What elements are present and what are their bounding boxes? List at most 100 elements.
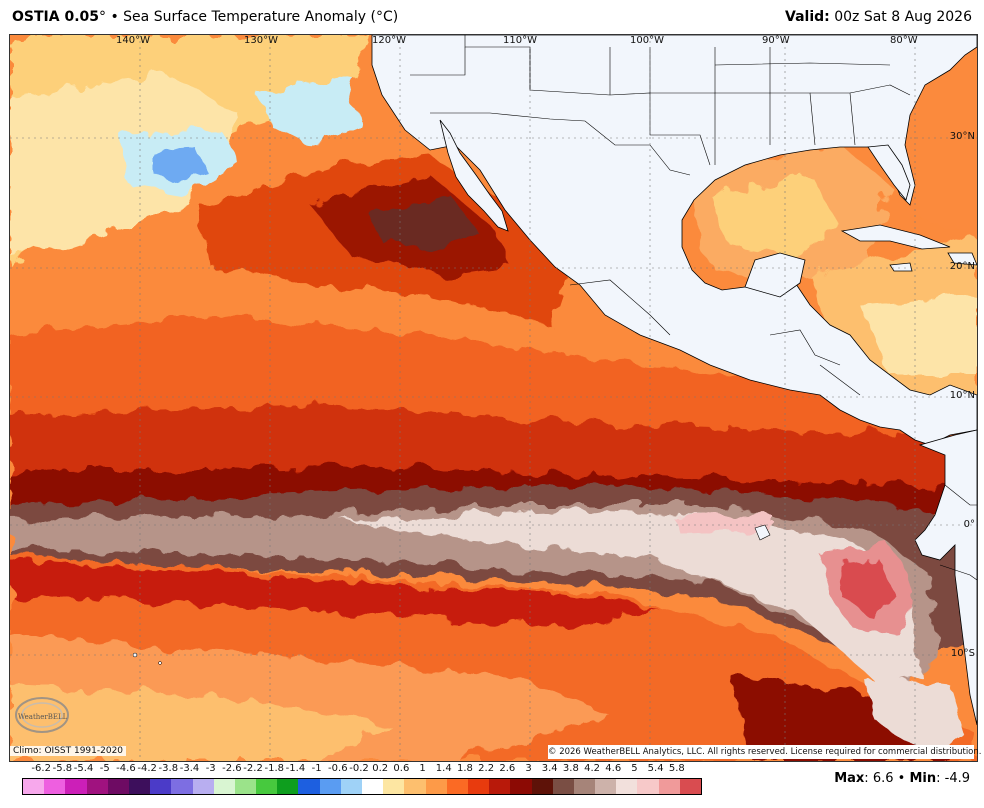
colorbar-tick-label: -2.6 [222, 763, 242, 774]
colorbar-tick-label: -4.2 [137, 763, 157, 774]
border-mex-inner [569, 279, 671, 336]
tongue-peak-west [670, 513, 770, 533]
caribbean-weak [860, 295, 977, 375]
colorbar-swatch [234, 779, 257, 794]
colorbar-tick-label: -1.4 [285, 763, 306, 774]
equatorial-tongue-core [340, 510, 920, 685]
border-ecuador-peru [939, 564, 977, 581]
colorbar-tick-label: -5 [99, 763, 110, 774]
colorbar-tick-label: -5.8 [52, 763, 73, 774]
border-ar-la [714, 47, 771, 145]
colorbar-swatch [658, 779, 680, 794]
colorbar-tick-label: 0.6 [393, 763, 410, 774]
south-america-land [914, 429, 977, 726]
lat-label-10s: 10°S [950, 648, 975, 659]
lat-label-30n: 30°N [949, 131, 975, 142]
lat-label-20n: 20°N [949, 261, 975, 272]
lon-label-100w: 100°W [630, 35, 664, 46]
colorbar-tick-label: 3 [525, 763, 532, 774]
colorbar-tick-label: -3.8 [158, 763, 179, 774]
colorbar-swatch [256, 779, 278, 794]
colorbar-swatch [213, 779, 235, 794]
colorbar-swatch [679, 779, 701, 794]
colorbar-swatch [383, 779, 405, 794]
colorbar-tick-label: 0.2 [372, 763, 389, 774]
sw-pacific-weak [10, 685, 390, 761]
colorbar-swatch [595, 779, 617, 794]
colorbar-swatch [552, 779, 574, 794]
colorbar-swatch [277, 779, 299, 794]
colorbar-swatch [510, 779, 532, 794]
max-label: Max [834, 771, 865, 786]
border-colombia [944, 484, 977, 506]
border-ca-az [410, 47, 466, 76]
degree-sign: ° [99, 9, 106, 25]
colorbar-tick-label: 1.8 [456, 763, 473, 774]
baja-peninsula [439, 119, 509, 232]
graticule [10, 35, 977, 761]
colorbar-swatch [446, 779, 468, 794]
colorbar-swatch [150, 779, 172, 794]
colorbar-swatch [319, 779, 341, 794]
colorbar-swatch [65, 779, 87, 794]
south-equator-band [10, 560, 660, 625]
colorbar-tick-label: 3.8 [562, 763, 579, 774]
logo-text: WeatherBELL [18, 713, 68, 721]
peru-coast-tongue [860, 675, 965, 755]
lon-label-140w: 140°W [116, 35, 150, 46]
florida [867, 144, 911, 201]
border-ok [649, 47, 716, 165]
lon-label-110w: 110°W [503, 35, 537, 46]
colorbar-swatch [467, 779, 490, 794]
map-title: OSTIA 0.05° • Sea Surface Temperature An… [12, 9, 398, 25]
max-min-readout: Max: 6.6 • Min: -4.9 [834, 771, 970, 786]
lon-label-120w: 120°W [372, 35, 406, 46]
border-north [714, 62, 891, 66]
colorbar-tick-label: -4.6 [116, 763, 136, 774]
lon-label-130w: 130°W [244, 35, 278, 46]
cool-pocket-north [260, 75, 360, 145]
colorbar-swatch [44, 779, 66, 794]
header-bar: OSTIA 0.05° • Sea Surface Temperature An… [0, 0, 984, 34]
colorbar-tick-label: -1 [311, 763, 322, 774]
colorbar-swatch [489, 779, 511, 794]
colorbar-tick-label: 4.6 [605, 763, 622, 774]
colorbar-swatch [107, 779, 129, 794]
cool-pocket-inner [150, 147, 205, 180]
colorbar-tick-label: 4.2 [584, 763, 601, 774]
colorbar-swatch [340, 779, 362, 794]
lat-label-equator: 0° [963, 519, 975, 530]
colorbar-swatch [425, 779, 447, 794]
colorbar-tick-label: -3 [205, 763, 216, 774]
colorbar-swatch [573, 779, 596, 794]
colorbar-tick-label: 1.4 [435, 763, 452, 774]
border-nicaragua [819, 364, 861, 396]
colorbar-tick-label: 1 [419, 763, 426, 774]
baja-hotspot [370, 195, 480, 250]
border-central-am [769, 329, 841, 366]
colorbar-swatch [128, 779, 151, 794]
nw-pacific-weak [10, 75, 240, 255]
lon-label-80w: 80°W [890, 35, 918, 46]
colorbar-swatch [192, 779, 214, 794]
sst-anomaly-map: 140°W 130°W 120°W 110°W 100°W 90°W 80°W … [9, 34, 978, 762]
colorbar-swatch [86, 779, 108, 794]
colorbar-tick-label: -0.2 [349, 763, 369, 774]
coastal-peak-core [840, 560, 895, 615]
colorbar-tick-label: -1.8 [264, 763, 285, 774]
colorbar-swatch [531, 779, 553, 794]
product-name: OSTIA 0.05 [12, 9, 99, 25]
map-canvas [10, 35, 977, 761]
valid-label: Valid: [785, 9, 830, 25]
valid-value: 00z Sat 8 Aug 2026 [834, 9, 972, 25]
hispaniola [947, 252, 977, 266]
colorbar-swatch [362, 779, 384, 794]
colorbar [22, 778, 702, 795]
colorbar-tick-label: -2.2 [243, 763, 263, 774]
colorbar-tick-label: 5.4 [647, 763, 664, 774]
jamaica [889, 262, 913, 272]
min-value: -4.9 [944, 771, 970, 786]
lon-label-90w: 90°W [762, 35, 790, 46]
galapagos-islands [754, 524, 771, 541]
border-us-mexico [430, 112, 691, 176]
